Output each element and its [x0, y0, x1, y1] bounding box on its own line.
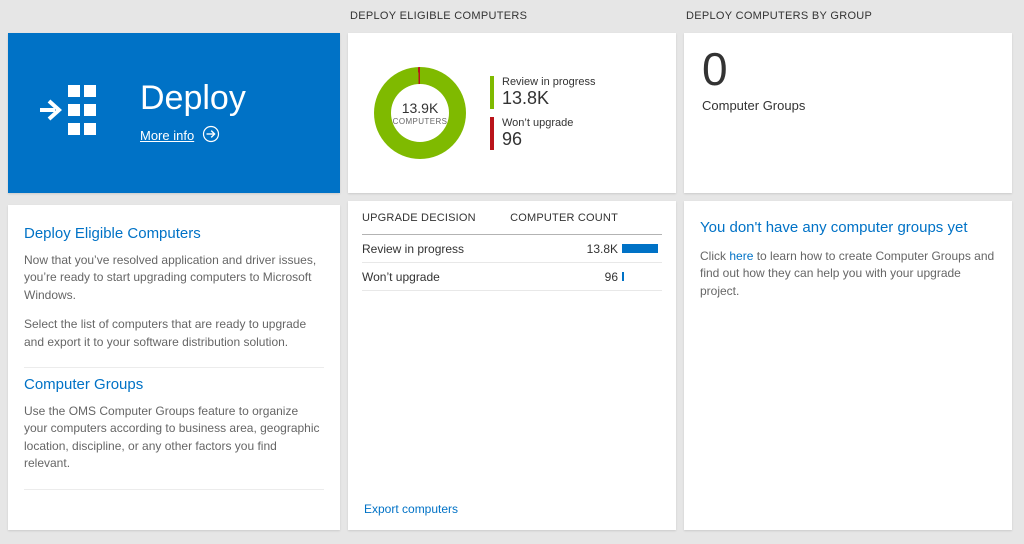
- column-computers-by-group: DEPLOY COMPUTERS BY GROUP 0 Computer Gro…: [684, 0, 1012, 530]
- deploy-tile-title: Deploy: [140, 78, 246, 117]
- row-label: Won’t upgrade: [362, 269, 440, 284]
- legend-label: Won’t upgrade: [502, 117, 574, 129]
- deploy-tile[interactable]: Deploy More info: [8, 33, 340, 193]
- column-deploy: Deploy More info: [8, 0, 340, 530]
- count-bar: [622, 272, 624, 281]
- text-before-link: Click: [700, 249, 726, 263]
- here-link[interactable]: here: [729, 249, 754, 263]
- export-computers-link[interactable]: Export computers: [364, 502, 459, 516]
- legend-value: 13.8K: [502, 88, 550, 109]
- donut-center-label: COMPUTERS: [392, 117, 448, 126]
- table-row[interactable]: Review in progress 13.8K: [362, 235, 662, 263]
- arrow-circle-icon[interactable]: [194, 125, 220, 146]
- donut-chart[interactable]: 13.9K COMPUTERS: [374, 67, 466, 159]
- no-groups-title: You don't have any computer groups yet: [700, 219, 968, 236]
- legend-swatch: [490, 76, 494, 109]
- computer-groups-label: Computer Groups: [702, 97, 806, 113]
- row-count: 96: [604, 269, 618, 284]
- legend-swatch: [490, 117, 494, 150]
- upgrade-decision-table-card: UPGRADE DECISION COMPUTER COUNT Review i…: [348, 201, 676, 530]
- more-info-link[interactable]: More info: [140, 128, 195, 144]
- count-bar: [622, 244, 658, 253]
- legend-item-review: Review in progress 13.8K: [490, 76, 596, 109]
- donut-center: 13.9K COMPUTERS: [391, 84, 449, 142]
- middle-column-header: DEPLOY ELIGIBLE COMPUTERS: [350, 10, 528, 22]
- column-header-spacer: [8, 0, 340, 33]
- row-label: Review in progress: [362, 241, 465, 256]
- right-column-header: DEPLOY COMPUTERS BY GROUP: [686, 10, 873, 22]
- legend-label: Review in progress: [502, 76, 596, 89]
- text-after-link: to learn how to create Computer Groups a…: [700, 249, 995, 298]
- table-header-row: UPGRADE DECISION COMPUTER COUNT: [362, 201, 662, 235]
- legend-item-wont-upgrade: Won’t upgrade 96: [490, 117, 596, 150]
- section-title: Computer Groups: [24, 375, 144, 393]
- eligible-computers-chart-card: 13.9K COMPUTERS Review in progress 13.8K: [348, 33, 676, 193]
- section-computer-groups: Computer Groups Use the OMS Computer Gro…: [24, 368, 324, 490]
- section-paragraph: Select the list of computers that are re…: [24, 317, 307, 349]
- dashboard: Deploy More info: [8, 0, 1012, 530]
- row-bar-cell: [618, 272, 662, 281]
- deploy-servers-icon: [38, 82, 102, 145]
- column-header-upgrade-decision: UPGRADE DECISION: [362, 211, 476, 224]
- column-eligible-computers: DEPLOY ELIGIBLE COMPUTERS 13.9K COMPUTER…: [348, 0, 676, 530]
- column-header-computer-count: COMPUTER COUNT: [510, 211, 618, 224]
- computer-groups-count-card[interactable]: 0 Computer Groups: [684, 33, 1012, 193]
- row-bar-cell: [618, 244, 662, 253]
- no-groups-panel: You don't have any computer groups yet C…: [684, 201, 1012, 530]
- legend-value: 96: [502, 129, 523, 149]
- chart-legend: Review in progress 13.8K Won’t upgrade 9…: [490, 68, 596, 157]
- computer-groups-count: 0: [702, 43, 728, 95]
- deploy-description-panel: Deploy Eligible Computers Now that you’v…: [8, 205, 340, 530]
- donut-center-value: 13.9K: [401, 100, 439, 116]
- section-paragraph: Now that you’ve resolved application and…: [24, 253, 317, 302]
- section-deploy-eligible: Deploy Eligible Computers Now that you’v…: [24, 217, 324, 368]
- table-row[interactable]: Won’t upgrade 96: [362, 263, 662, 291]
- section-paragraph: Use the OMS Computer Groups feature to o…: [24, 403, 320, 471]
- section-title: Deploy Eligible Computers: [24, 225, 201, 242]
- no-groups-text: Click here to learn how to create Comput…: [700, 248, 996, 300]
- export-row: Export computers: [362, 488, 662, 530]
- row-count: 13.8K: [586, 241, 618, 256]
